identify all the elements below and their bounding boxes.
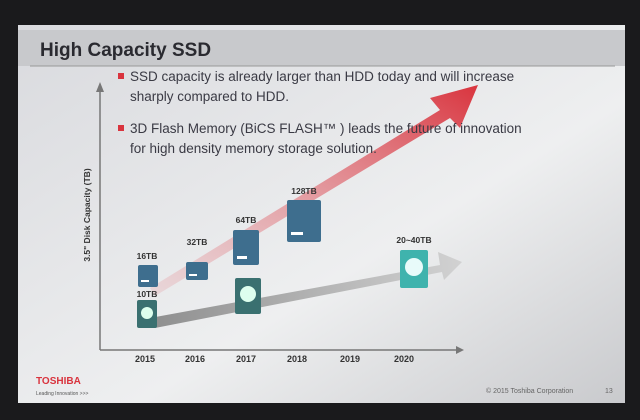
title: High Capacity SSD [40, 40, 211, 61]
bullet [118, 73, 124, 79]
year-label: 2016 [185, 354, 205, 364]
ssd-capacity: 128TB [291, 186, 317, 196]
page-number: 13 [605, 388, 613, 395]
brand: TOSHIBA [36, 376, 81, 387]
ssd-capacity: 64TB [236, 215, 257, 225]
year-label: 2019 [340, 354, 360, 364]
bullet-text: sharply compared to HDD. [130, 89, 289, 104]
bullet [118, 125, 124, 131]
year-label: 2020 [394, 354, 414, 364]
bullet-text: for high density memory storage solution… [130, 141, 377, 156]
tagline: Leading Innovation >>> [36, 391, 88, 397]
hdd-capacity: 20~40TB [396, 235, 431, 245]
ssd-capacity: 16TB [137, 251, 158, 261]
year-label: 2017 [236, 354, 256, 364]
ssd-icon-detail [141, 232, 303, 282]
ssd-capacity: 32TB [187, 237, 208, 247]
title-bar [18, 30, 625, 66]
year-label: 2015 [135, 354, 155, 364]
x-arrowhead [456, 346, 464, 354]
copyright: © 2015 Toshiba Corporation [486, 387, 573, 395]
y-arrowhead [96, 82, 104, 92]
bullet-text: 3D Flash Memory (BiCS FLASH™ ) leads the… [130, 121, 522, 136]
hdd-icon [137, 250, 428, 328]
hdd-capacity: 10TB [137, 289, 158, 299]
y-axis-label: 3.5" Disk Capacity (TB) [82, 168, 92, 261]
slide [18, 25, 625, 403]
year-label: 2018 [287, 354, 307, 364]
bullet-text: SSD capacity is already larger than HDD … [130, 69, 514, 84]
hdd-trend-arrow [150, 252, 462, 328]
ssd-trend-arrow [150, 85, 478, 296]
